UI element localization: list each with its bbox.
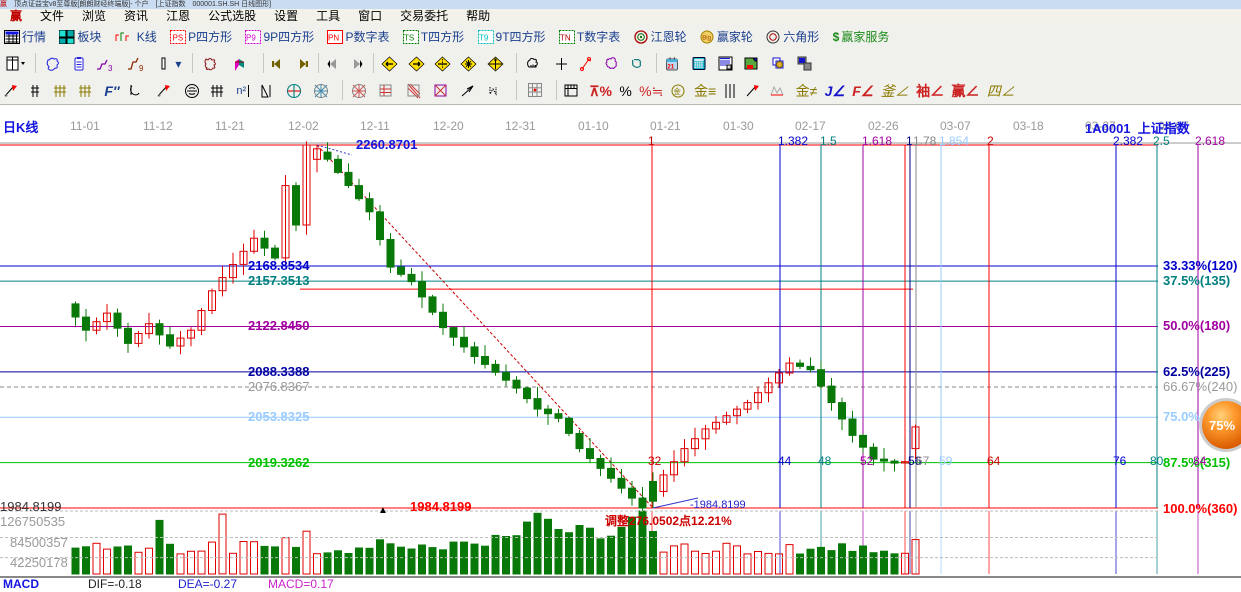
svg-text:金: 金 (673, 86, 681, 96)
svg-text:P9: P9 (246, 33, 256, 42)
svg-text:TN: TN (560, 33, 571, 42)
svg-text:3: 3 (108, 64, 113, 72)
svg-text:9: 9 (139, 64, 144, 72)
svg-text:T9: T9 (479, 33, 489, 42)
svg-text:PN: PN (328, 33, 339, 42)
svg-text:21: 21 (668, 63, 676, 70)
svg-text:75%: 75% (1209, 418, 1235, 433)
svg-text:TS: TS (404, 33, 414, 42)
svg-text:Big: Big (702, 35, 711, 41)
svg-text:PS: PS (173, 33, 184, 42)
